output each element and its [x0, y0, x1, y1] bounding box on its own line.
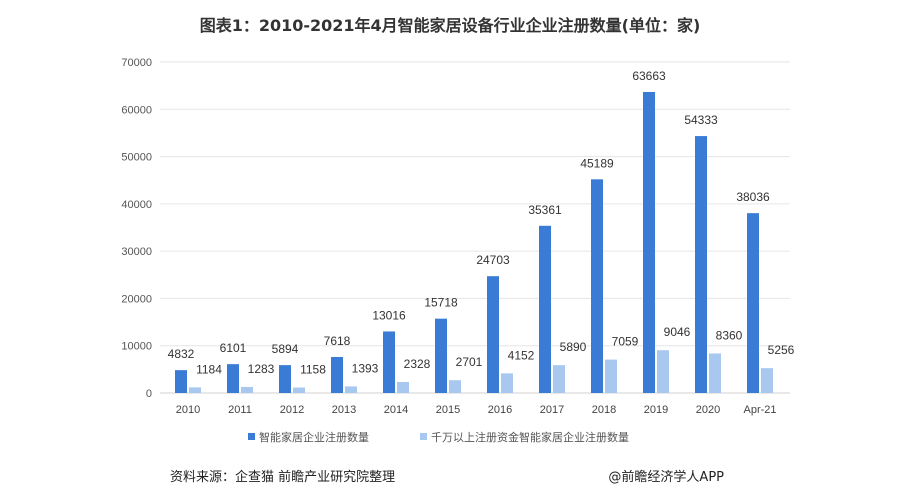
bar-large-capital	[709, 353, 721, 393]
bar-large-capital	[501, 373, 513, 393]
bar-total	[435, 318, 447, 393]
bar-total	[747, 213, 759, 393]
x-tick-label: 2019	[644, 404, 668, 416]
data-label: 2328	[404, 357, 431, 371]
data-label: 35361	[528, 203, 562, 217]
data-label: 6101	[220, 341, 247, 355]
data-label: 24703	[476, 253, 510, 267]
x-tick-label: 2020	[696, 404, 720, 416]
y-tick-label: 40000	[121, 199, 152, 211]
bar-total	[643, 91, 655, 393]
legend-label: 千万以上注册资金智能家居企业注册数量	[431, 430, 629, 444]
x-tick-label: Apr-21	[743, 404, 776, 416]
bar-total	[695, 136, 707, 394]
data-label: 7059	[612, 335, 639, 349]
x-tick-label: 2011	[228, 404, 252, 416]
data-label: 4832	[168, 347, 195, 361]
credit-note: @前瞻经济学人APP	[608, 470, 724, 485]
y-tick-label: 0	[146, 388, 152, 400]
legend-label: 智能家居企业注册数量	[259, 430, 369, 444]
x-tick-label: 2018	[592, 404, 616, 416]
x-tick-label: 2012	[280, 404, 304, 416]
data-label: 1184	[196, 362, 222, 376]
bar-total	[279, 365, 291, 393]
data-label: 45189	[580, 156, 614, 170]
y-tick-label: 20000	[121, 293, 152, 305]
data-label: 7618	[324, 334, 351, 348]
data-label: 8360	[716, 328, 743, 342]
data-label: 1393	[352, 361, 379, 375]
chart-title: 图表1：2010-2021年4月智能家居设备行业企业注册数量(单位：家)	[199, 16, 701, 35]
data-label: 5256	[768, 343, 795, 357]
bar-large-capital	[241, 386, 253, 393]
y-tick-label: 70000	[121, 57, 152, 69]
data-label: 1283	[248, 362, 275, 376]
bar-total	[383, 331, 395, 393]
data-label: 2701	[456, 355, 483, 369]
source-note: 资料来源：企查猫 前瞻产业研究院整理	[170, 470, 396, 485]
data-label: 63663	[632, 69, 666, 83]
bar-total	[331, 356, 343, 393]
bar-large-capital	[553, 365, 565, 393]
data-label: 38036	[736, 190, 770, 204]
data-label: 1158	[300, 363, 326, 377]
y-tick-label: 30000	[121, 246, 152, 258]
bar-total	[539, 225, 551, 393]
data-label: 54333	[684, 113, 718, 127]
bar-total	[227, 364, 239, 393]
data-label: 15718	[424, 296, 458, 310]
x-tick-label: 2015	[436, 404, 460, 416]
bar-large-capital	[657, 350, 669, 393]
x-tick-label: 2013	[332, 404, 356, 416]
bar-large-capital	[397, 381, 409, 393]
y-tick-label: 60000	[121, 104, 152, 116]
data-label: 5890	[560, 340, 587, 354]
bar-large-capital	[449, 380, 461, 393]
data-label: 13016	[372, 308, 406, 322]
bar-large-capital	[293, 387, 305, 393]
bar-total	[487, 276, 499, 393]
y-tick-label: 10000	[121, 341, 152, 353]
legend-swatch	[420, 433, 427, 440]
data-label: 5894	[272, 342, 299, 356]
data-label: 4152	[508, 348, 535, 362]
x-tick-label: 2010	[176, 404, 200, 416]
bar-large-capital	[605, 359, 617, 393]
x-tick-label: 2014	[384, 404, 408, 416]
bar-large-capital	[761, 368, 773, 393]
y-tick-label: 50000	[121, 152, 152, 164]
x-tick-label: 2017	[540, 404, 564, 416]
bar-total	[175, 370, 187, 393]
data-label: 9046	[664, 325, 691, 339]
bar-large-capital	[345, 386, 357, 393]
x-tick-label: 2016	[488, 404, 512, 416]
legend-swatch	[248, 433, 255, 440]
bar-large-capital	[189, 387, 201, 393]
bar-total	[591, 179, 603, 393]
